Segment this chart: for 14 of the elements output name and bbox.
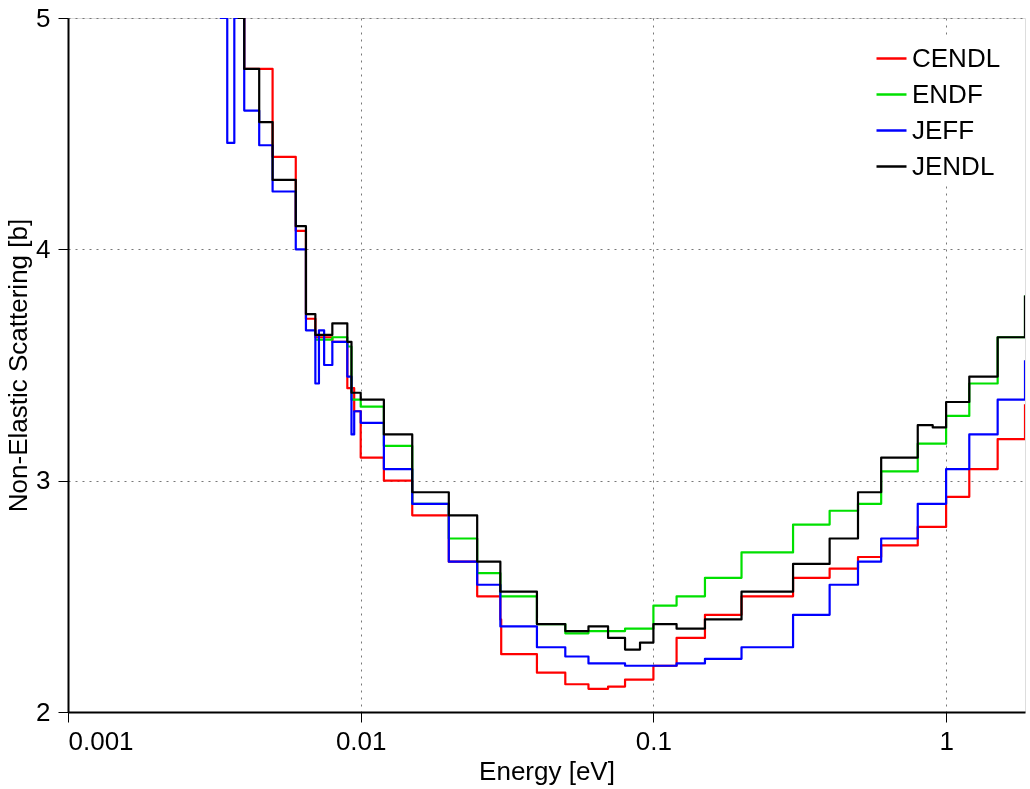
legend-label: JEFF [912, 114, 975, 145]
y-tick-label: 2 [36, 696, 51, 727]
x-tick-label: 0.001 [68, 725, 134, 756]
x-tick-label: 0.01 [335, 725, 387, 756]
legend-label: ENDF [912, 78, 983, 109]
legend-label: JENDL [912, 150, 995, 181]
x-tick-label: 1 [939, 725, 954, 756]
x-tick-label: 0.1 [635, 725, 672, 756]
y-tick-label: 4 [36, 233, 51, 264]
y-axis-title: Non-Elastic Scattering [b] [3, 218, 34, 513]
x-axis-title: Energy [eV] [479, 755, 615, 786]
y-tick-label: 5 [36, 2, 51, 33]
legend-label: CENDL [912, 42, 1001, 73]
y-tick-label: 3 [36, 465, 51, 496]
